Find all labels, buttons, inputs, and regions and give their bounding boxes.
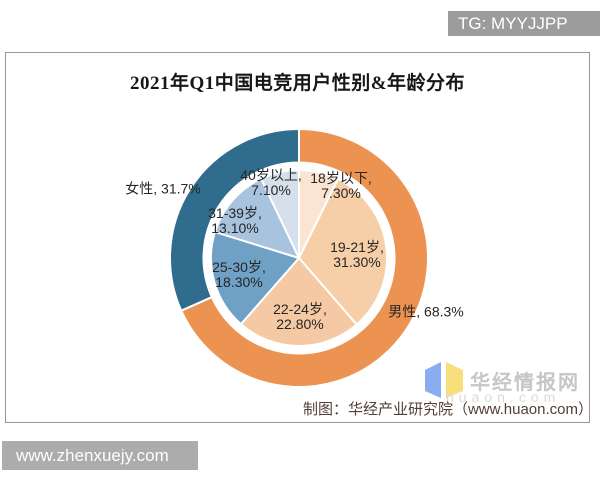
age-label-19-21岁-line1: 19-21岁,: [330, 239, 384, 255]
age-label-25-30岁-line1: 25-30岁,: [212, 259, 266, 275]
inner-pie-slice-31-39岁: [213, 177, 300, 259]
age-label-40岁以上-line1: 40岁以上,: [240, 167, 302, 183]
age-label-19-21岁: 19-21岁, 31.30%: [330, 240, 384, 270]
chart-title: 2021年Q1中国电竞用户性别&年龄分布: [129, 73, 466, 94]
bottom-url-bar: www.zhenxuejy.com: [2, 441, 198, 470]
age-label-31-39岁: 31-39岁, 13.10%: [208, 206, 262, 236]
age-label-25-30岁: 25-30岁, 18.30%: [212, 260, 266, 290]
gender-label-男性-line1: 男性, 68.3%: [388, 303, 464, 320]
age-label-31-39岁-line2: 13.10%: [211, 220, 259, 236]
tg-contact-badge: TG: MYYJJPP: [448, 11, 600, 36]
watermark-brand-text: 华经情报网: [470, 372, 580, 394]
inner-pie-slice-22-24岁: [239, 257, 358, 347]
source-caption: 制图：华经产业研究院（www.huaon.com）: [302, 401, 593, 418]
age-label-18岁以下: 18岁以下, 7.30%: [310, 171, 371, 201]
outer-ring-slice-男性: [180, 128, 429, 388]
age-label-22-24岁-line1: 22-24岁,: [273, 301, 327, 317]
age-label-18岁以下-line1: 18岁以下,: [310, 170, 372, 186]
watermark-domain-text: huaon.com: [446, 389, 561, 405]
inner-pie-slice-40岁以上: [260, 169, 300, 259]
age-label-22-24岁: 22-24岁, 22.80%: [273, 302, 327, 332]
inner-pie-slice-19-21岁: [298, 178, 389, 326]
age-label-22-24岁-line2: 22.80%: [276, 316, 324, 332]
age-label-25-30岁-line2: 18.30%: [215, 274, 263, 290]
age-label-40岁以上: 40岁以上, 7.10%: [240, 168, 301, 198]
outer-ring-slice-女性: [168, 128, 300, 312]
open-book-logo-icon: [425, 362, 463, 398]
age-label-31-39岁-line1: 31-39岁,: [208, 205, 262, 221]
gender-label-女性-line1: 女性, 31.7%: [125, 180, 201, 197]
age-label-18岁以下-line2: 7.30%: [321, 185, 361, 201]
gender-label-女性: 女性, 31.7%: [125, 180, 201, 197]
gender-label-男性: 男性, 68.3%: [388, 303, 464, 320]
age-label-19-21岁-line2: 31.30%: [333, 254, 381, 270]
age-label-40岁以上-line2: 7.10%: [251, 182, 291, 198]
inner-pie-slice-25-30岁: [210, 230, 300, 326]
